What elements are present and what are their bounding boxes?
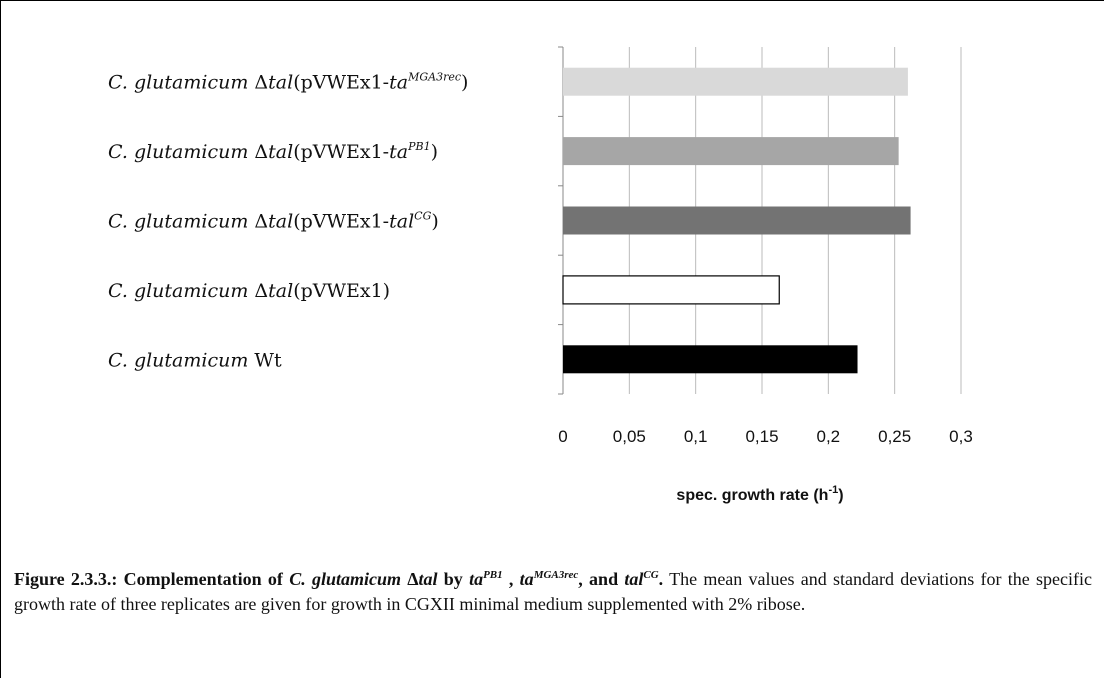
x-tick-label: 0,1 <box>684 427 708 446</box>
x-tick-label: 0,3 <box>949 427 973 446</box>
figure-caption: Figure 2.3.3.: Complementation of C. glu… <box>14 567 1092 617</box>
x-axis-title: spec. growth rate (h-1) <box>676 484 843 504</box>
x-tick-label: 0 <box>558 427 567 446</box>
bar-1 <box>563 67 908 96</box>
bar-3 <box>563 206 911 235</box>
category-label-3: C. glutamicum Δtal(pVWEx1-talCG) <box>108 210 439 233</box>
category-labels: C. glutamicum Δtal(pVWEx1-taMGA3rec) C. g… <box>108 71 468 372</box>
caption-title: Figure 2.3.3.: Complementation of C. glu… <box>14 569 664 589</box>
category-label-1: C. glutamicum Δtal(pVWEx1-taMGA3rec) <box>108 71 468 94</box>
category-label-4: C. glutamicum Δtal(pVWEx1) <box>108 280 390 302</box>
bars <box>562 67 911 374</box>
x-tick-labels: 0 0,05 0,1 0,15 0,2 0,25 0,3 <box>558 427 973 446</box>
x-tick-label: 0,05 <box>613 427 646 446</box>
caption-body: The mean values and standard deviations … <box>14 569 1092 614</box>
bar-chart: C. glutamicum Δtal(pVWEx1-taMGA3rec) C. g… <box>108 46 973 504</box>
x-tick-label: 0,15 <box>745 427 778 446</box>
x-tick-label: 0,2 <box>817 427 841 446</box>
bar-4 <box>562 275 780 305</box>
x-tick-label: 0,25 <box>878 427 911 446</box>
category-label-2: C. glutamicum Δtal(pVWEx1-taPB1) <box>108 140 438 163</box>
bar-2 <box>563 137 899 166</box>
frame-border-top <box>0 0 1104 1</box>
frame-border-left <box>0 0 1 678</box>
bar-5 <box>563 345 858 374</box>
category-label-5: C. glutamicum Wt <box>108 349 282 371</box>
